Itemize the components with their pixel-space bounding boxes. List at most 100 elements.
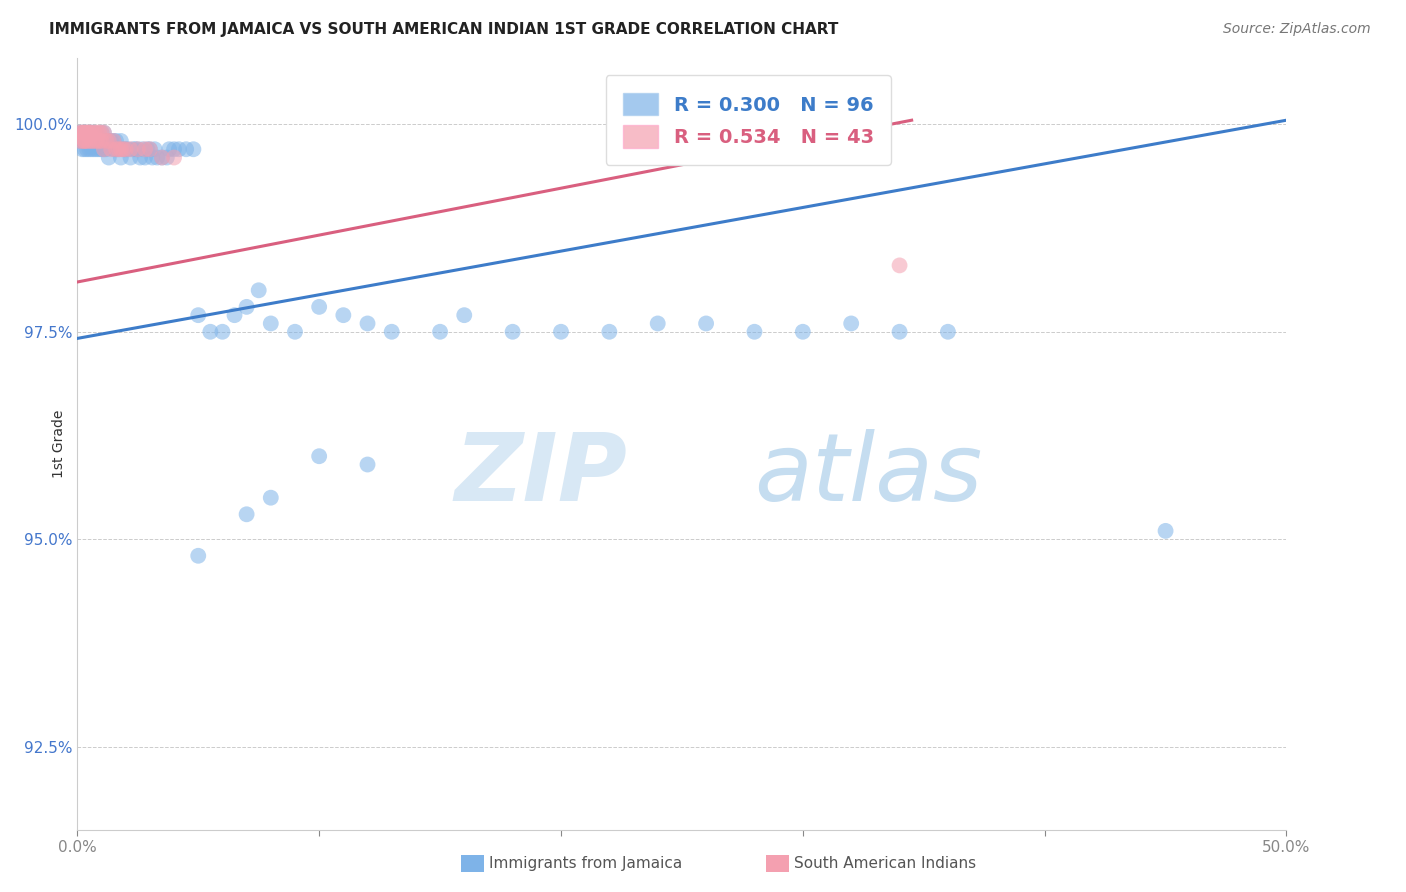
Point	[308, 449, 330, 463]
Point	[76, 142, 98, 156]
Point	[122, 142, 145, 156]
Point	[107, 142, 129, 156]
Point	[76, 126, 98, 140]
Point	[73, 126, 96, 140]
Point	[105, 142, 128, 156]
Point	[103, 134, 125, 148]
Point	[187, 549, 209, 563]
Point	[127, 142, 149, 156]
Point	[69, 126, 91, 140]
Point	[110, 151, 132, 165]
Point	[86, 134, 108, 148]
Legend: R = 0.300   N = 96, R = 0.534   N = 43: R = 0.300 N = 96, R = 0.534 N = 43	[606, 76, 891, 165]
Point	[86, 134, 108, 148]
Point	[695, 317, 717, 331]
Point	[73, 126, 96, 140]
Point	[97, 151, 120, 165]
Point	[90, 126, 112, 140]
Point	[356, 458, 378, 472]
Point	[260, 317, 283, 331]
Point	[76, 134, 98, 148]
Point	[114, 142, 136, 156]
Point	[167, 142, 190, 156]
Point	[73, 134, 96, 148]
Point	[105, 134, 128, 148]
Point	[80, 126, 103, 140]
Point	[90, 126, 112, 140]
Point	[129, 151, 152, 165]
Point	[100, 134, 122, 148]
Point	[90, 134, 112, 148]
Point	[127, 142, 149, 156]
Point	[96, 134, 118, 148]
Point	[502, 325, 524, 339]
Point	[80, 142, 103, 156]
Point	[97, 134, 120, 148]
Point	[87, 142, 110, 156]
Point	[79, 142, 101, 156]
Point	[76, 126, 98, 140]
Y-axis label: 1st Grade: 1st Grade	[52, 409, 66, 478]
Point	[200, 325, 222, 339]
Point	[134, 151, 156, 165]
Point	[120, 142, 142, 156]
Point	[73, 126, 96, 140]
Point	[453, 308, 475, 322]
Point	[105, 142, 128, 156]
Point	[112, 142, 135, 156]
Point	[76, 126, 98, 140]
Point	[79, 134, 101, 148]
Point	[187, 308, 209, 322]
Point	[647, 317, 669, 331]
Point	[183, 142, 205, 156]
Point	[73, 134, 96, 148]
Point	[744, 325, 766, 339]
Point	[86, 142, 108, 156]
Point	[163, 142, 186, 156]
Point	[76, 134, 98, 148]
Point	[156, 151, 179, 165]
Point	[79, 126, 101, 140]
Text: Source: ZipAtlas.com: Source: ZipAtlas.com	[1223, 22, 1371, 37]
Point	[1154, 524, 1177, 538]
Point	[174, 142, 197, 156]
Point	[598, 325, 620, 339]
Point	[96, 142, 118, 156]
Point	[157, 142, 180, 156]
Point	[163, 151, 186, 165]
Text: ZIP: ZIP	[454, 429, 627, 521]
Point	[70, 134, 93, 148]
Point	[70, 126, 93, 140]
Point	[73, 142, 96, 156]
Point	[143, 142, 166, 156]
Point	[70, 126, 93, 140]
Point	[97, 134, 120, 148]
Point	[124, 142, 146, 156]
Point	[80, 134, 103, 148]
Point	[80, 134, 103, 148]
Point	[86, 126, 108, 140]
Point	[141, 151, 163, 165]
Point	[83, 126, 105, 140]
Point	[284, 325, 307, 339]
Point	[114, 142, 136, 156]
Point	[83, 134, 105, 148]
Text: atlas: atlas	[755, 429, 983, 520]
Point	[550, 325, 572, 339]
Point	[150, 151, 173, 165]
Text: South American Indians: South American Indians	[794, 856, 977, 871]
Point	[792, 325, 814, 339]
Point	[889, 259, 911, 273]
Point	[90, 142, 112, 156]
Point	[120, 151, 142, 165]
Point	[889, 325, 911, 339]
Point	[80, 126, 103, 140]
Point	[70, 142, 93, 156]
Point	[87, 126, 110, 140]
Point	[332, 308, 354, 322]
Point	[93, 126, 115, 140]
Text: Immigrants from Jamaica: Immigrants from Jamaica	[489, 856, 682, 871]
Point	[247, 283, 270, 297]
Point	[93, 142, 115, 156]
Point	[146, 151, 169, 165]
